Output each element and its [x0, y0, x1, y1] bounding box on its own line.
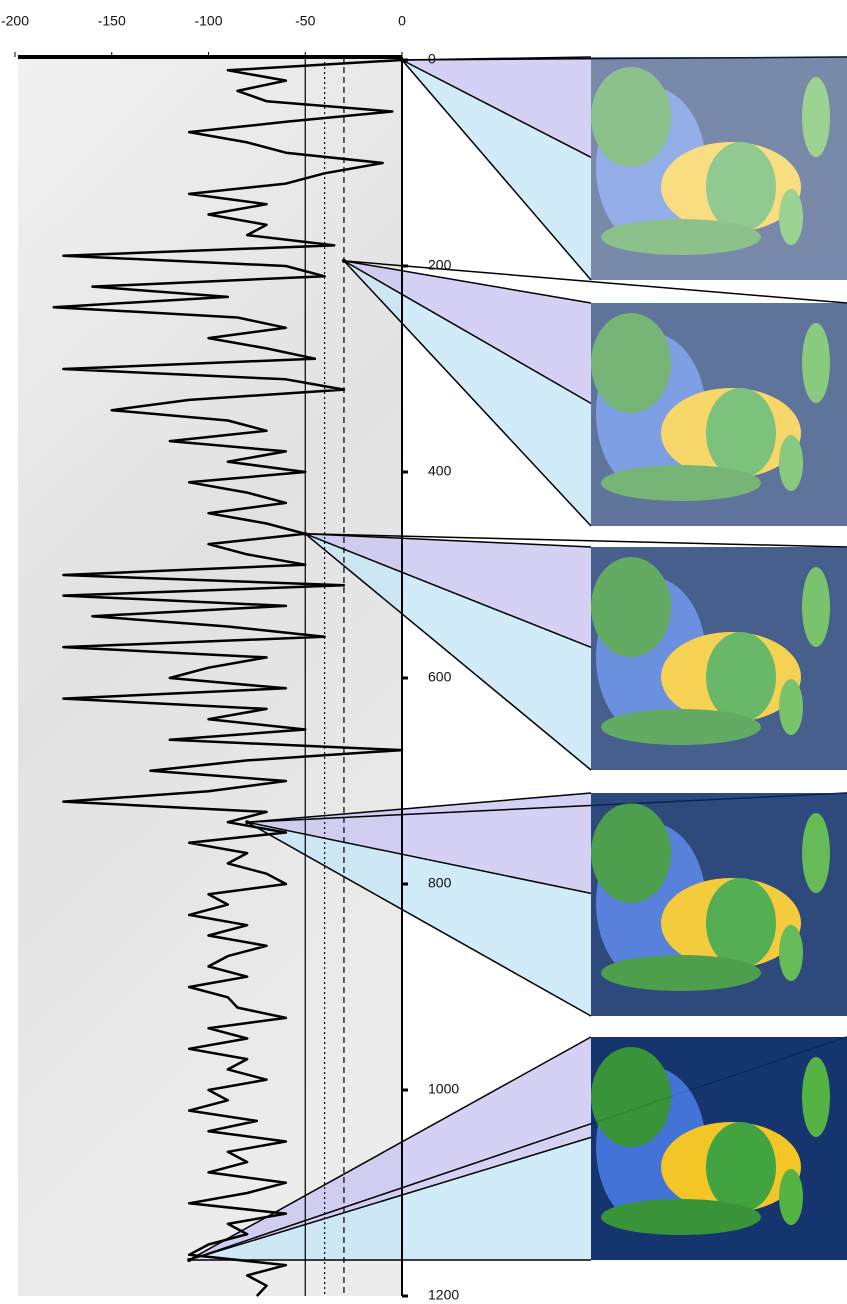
map-image	[591, 303, 847, 526]
chart: -200 -150 -100 -50 0 0 200 400 600 800 1000 1200	[0, 0, 847, 1304]
highlight-point	[187, 1258, 191, 1262]
map-panel	[591, 547, 847, 770]
y-tick-label: 800	[428, 875, 452, 891]
x-tick-label: -50	[295, 13, 315, 29]
map-image	[591, 547, 847, 770]
map-image	[591, 1037, 847, 1260]
map-panel	[591, 1037, 847, 1260]
y-tick-label: 200	[428, 257, 452, 273]
highlight-point	[245, 820, 249, 824]
y-tick-label: 400	[428, 463, 452, 479]
y-tick-label: 600	[428, 669, 452, 685]
map-panel	[591, 793, 847, 1016]
map-panel	[591, 303, 847, 526]
y-tick-label: 1200	[428, 1287, 459, 1303]
map-panel	[591, 57, 847, 280]
x-tick-label: 0	[398, 13, 406, 29]
y-tick-label: 0	[428, 51, 436, 67]
map-image	[591, 57, 847, 280]
x-tick-label: -150	[98, 13, 126, 29]
y-tick-label: 1000	[428, 1081, 459, 1097]
map-image	[591, 793, 847, 1016]
x-tick-label: -100	[194, 13, 222, 29]
x-tick-label: -200	[1, 13, 29, 29]
